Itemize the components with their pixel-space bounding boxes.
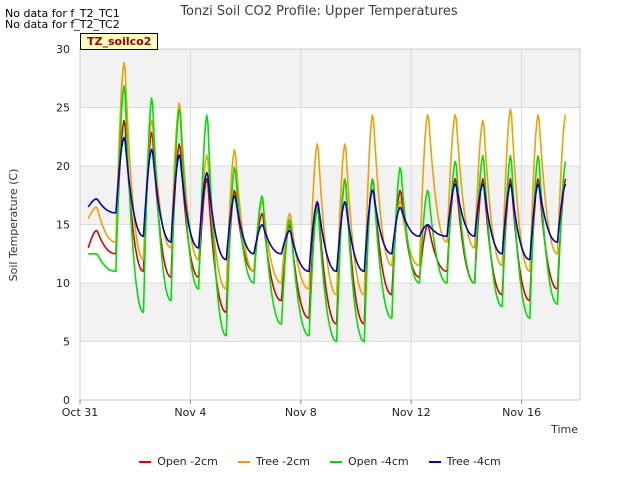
legend: Open -2cm Tree -2cm Open -4cm Tree -4cm — [0, 455, 640, 468]
plot-border — [79, 48, 581, 401]
x-tick-label: Nov 8 — [285, 406, 317, 419]
series-line-open-2cm — [87, 119, 567, 325]
x-tick-label: Nov 12 — [392, 406, 431, 419]
legend-swatch-tree-2cm — [237, 460, 250, 463]
legend-item-open-4cm: Open -4cm — [330, 455, 409, 468]
x-tick-label: Nov 4 — [174, 406, 206, 419]
legend-label-tree-4cm: Tree -4cm — [446, 455, 501, 468]
site-badge: TZ_soilco2 — [80, 33, 159, 50]
y-tick-label: 5 — [63, 336, 70, 349]
legend-label-open-2cm: Open -2cm — [157, 455, 218, 468]
legend-label-tree-2cm: Tree -2cm — [255, 455, 310, 468]
grid-band — [80, 166, 580, 225]
y-tick-label: 10 — [56, 277, 70, 290]
series-line-tree-4cm — [87, 136, 567, 273]
y-tick-label: 15 — [56, 219, 70, 232]
series-line-open-4cm — [88, 85, 567, 343]
y-axis-label: Soil Temperature (C) — [7, 169, 20, 282]
legend-item-tree-2cm: Tree -2cm — [237, 455, 310, 468]
chart-title: Tonzi Soil CO2 Profile: Upper Temperatur… — [179, 4, 458, 19]
legend-item-tree-4cm: Tree -4cm — [428, 455, 501, 468]
legend-swatch-open-2cm — [139, 460, 152, 463]
no-data-message-1: No data for f_T2_TC1 — [5, 7, 120, 20]
series-layer — [87, 61, 567, 343]
y-tick-label: 20 — [56, 160, 70, 173]
series-line-tree-2cm — [87, 61, 567, 296]
legend-swatch-tree-4cm — [428, 460, 441, 463]
no-data-message-2: No data for f_T2_TC2 — [5, 18, 120, 31]
x-tick-label: Oct 31 — [62, 406, 99, 419]
y-tick-label: 25 — [56, 102, 70, 115]
axes: 0 5 10 15 20 25 30 Oct 31 Nov 4 Nov 8 Nov 12 Nov 16 — [56, 43, 581, 419]
legend-swatch-open-4cm — [330, 460, 342, 463]
x-tick-label: Nov 16 — [502, 406, 541, 419]
y-tick-label: 30 — [56, 43, 70, 56]
legend-item-open-2cm: Open -2cm — [139, 455, 218, 468]
y-tick-label: 0 — [63, 394, 70, 407]
grid-band — [80, 49, 580, 108]
legend-label-open-4cm: Open -4cm — [348, 455, 409, 468]
x-axis-label: Time — [550, 423, 578, 436]
